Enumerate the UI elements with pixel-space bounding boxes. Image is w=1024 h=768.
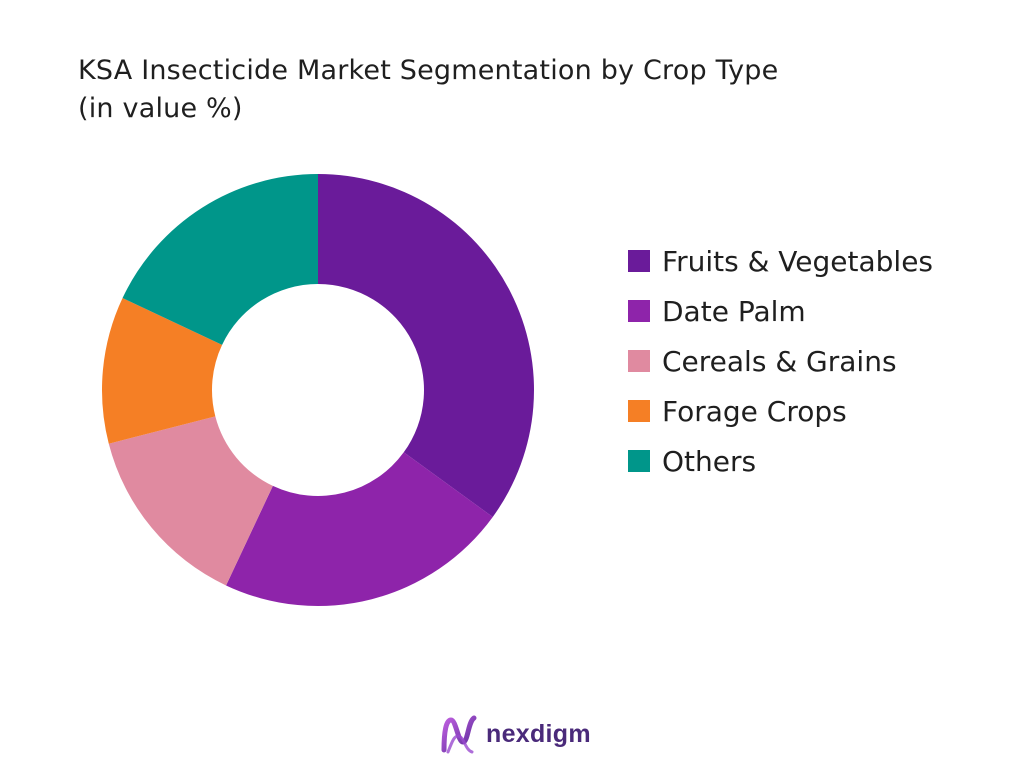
chart-subtitle: (in value %) [78, 93, 243, 124]
legend-label: Forage Crops [662, 394, 847, 428]
slice-others [122, 174, 318, 345]
legend-item-fruits-vegetables: Fruits & Vegetables [628, 236, 933, 286]
legend-swatch [628, 400, 650, 422]
legend-item-cereals-grains: Cereals & Grains [628, 336, 933, 386]
legend-item-others: Others [628, 436, 933, 486]
legend-item-forage-crops: Forage Crops [628, 386, 933, 436]
legend-label: Cereals & Grains [662, 344, 897, 378]
legend-swatch [628, 450, 650, 472]
slice-date-palm [226, 452, 493, 606]
nexdigm-logo-icon [441, 715, 477, 754]
legend-swatch [628, 250, 650, 272]
legend-label: Others [662, 444, 757, 478]
chart-title-line: KSA Insecticide Market Segmentation by C… [78, 55, 779, 86]
brand-logo: nexdigm [438, 712, 591, 756]
slice-forage-crops [101, 298, 223, 444]
chart-legend: Fruits & Vegetables Date Palm Cereals & Gr… [628, 236, 933, 486]
logo-text: nexdigm [486, 719, 591, 748]
slice-cereals-grains [108, 416, 273, 586]
legend-item-date-palm: Date Palm [628, 286, 933, 336]
legend-label: Fruits & Vegetables [662, 244, 934, 278]
legend-swatch [628, 350, 650, 372]
slice-fruits-vegetables [318, 174, 534, 517]
donut-slices [101, 174, 534, 606]
chart-title: KSA Insecticide Market Segmentation by C… [78, 52, 778, 128]
legend-swatch [628, 300, 650, 322]
legend-label: Date Palm [662, 294, 806, 328]
